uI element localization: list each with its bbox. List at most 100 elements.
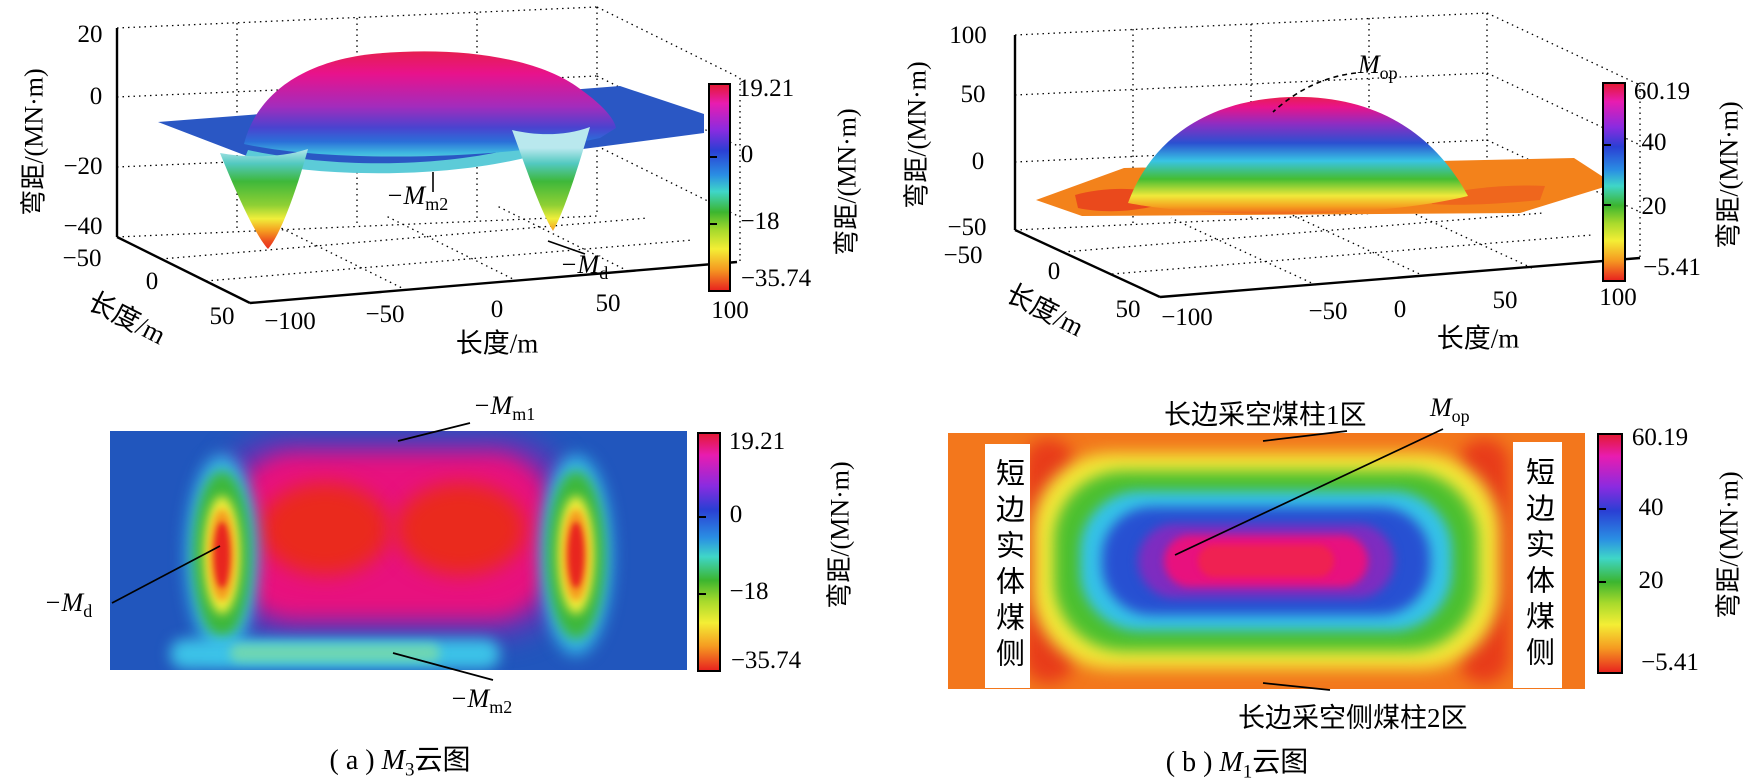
- caption-b-var: M: [1219, 747, 1243, 778]
- b3d-cbar-label-max: 60.19: [1633, 78, 1691, 105]
- surface-a-trough: [244, 140, 552, 174]
- leader-b3d-mop: [1272, 72, 1357, 113]
- a3d-x-axis-label: 长度/m: [455, 328, 539, 359]
- a3d-ann-mm2-base: −M: [386, 181, 426, 210]
- a2d-cbar-axis-label: 弯距/(MN·m): [825, 461, 855, 609]
- a2d-ann-mm1-base: −M: [473, 391, 513, 420]
- heatmap-a-oval-right-red: [568, 522, 584, 588]
- a3d-x-tick-0: 0: [490, 296, 504, 323]
- heatmap-b-sidebox-right: 短边实体煤侧: [1513, 442, 1562, 688]
- a3d-annotation-md: −Md: [560, 250, 608, 284]
- a2d-cbar-label-0: 0: [729, 501, 743, 528]
- b3d-annotation-mop: Mop: [1358, 50, 1398, 84]
- grid-b: [1014, 12, 1641, 286]
- b3d-ann-mop-sub: op: [1379, 63, 1398, 84]
- a3d-x-tick-n100: −100: [264, 308, 316, 335]
- b3d-x-tick-100: 100: [1599, 284, 1637, 311]
- caption-b: ( b ) M1云图: [1166, 740, 1309, 782]
- b3d-cbar-label-40: 40: [1641, 129, 1667, 156]
- surface-b-red-streak-right: [1430, 185, 1545, 205]
- a3d-cbar-axis-label: 弯距/(MN·m): [832, 108, 862, 256]
- b2d-cbar-axis-label: 弯距/(MN·m): [1714, 471, 1744, 619]
- b3d-x-tick-n100: −100: [1161, 304, 1213, 331]
- a2d-cbar-label-min: −35.74: [730, 647, 802, 674]
- a2d-ann-mm2-sub: m2: [489, 697, 513, 718]
- caption-b-pre: ( b ): [1165, 747, 1220, 778]
- caption-a-post: 云图: [414, 745, 471, 776]
- a3d-y-tick-n50: −50: [62, 245, 102, 272]
- b2d-cbar-label-min: −5.41: [1641, 649, 1699, 676]
- b3d-colorbar: [1602, 82, 1626, 282]
- a3d-z-tick-20: 20: [77, 21, 103, 48]
- a2d-ann-md-base: −M: [44, 588, 84, 617]
- a3d-y-tick-50: 50: [209, 303, 235, 330]
- a3d-colorbar-tick-n18: [710, 223, 717, 225]
- surface-b-plane: [1036, 158, 1614, 216]
- b3d-colorbar-tick-40: [1604, 144, 1611, 146]
- a2d-colorbar: [697, 432, 721, 672]
- a3d-colorbar: [708, 83, 731, 292]
- b2d-colorbar-tick-40: [1599, 508, 1606, 510]
- a2d-colorbar-tick-n18: [699, 593, 706, 595]
- leaders-a3d: [432, 172, 586, 255]
- b2d-annotation-mop: Mop: [1430, 393, 1470, 427]
- b3d-y-axis-label: 长度/m: [1001, 278, 1089, 343]
- b2d-colorbar: [1597, 433, 1623, 674]
- heatmap-b-red-core: [1198, 545, 1334, 577]
- heatmap-a-oval-left-red: [214, 522, 230, 588]
- b2d-cbar-label-max: 60.19: [1631, 424, 1689, 451]
- b3d-y-tick-0: 0: [1047, 258, 1061, 285]
- heatmap-a: [110, 431, 687, 670]
- heatmap-a-red-core-left: [260, 483, 390, 575]
- a3d-cbar-label-max: 19.21: [737, 75, 795, 102]
- surface-b: [1036, 96, 1614, 216]
- heatmap-b-sidebox-left: 短边实体煤侧: [985, 444, 1030, 688]
- surface-a: [158, 51, 704, 249]
- axes-a: [115, 28, 738, 305]
- a3d-z-tick-n40: −40: [63, 213, 103, 240]
- a2d-cbar-label-n18: −18: [729, 578, 769, 605]
- b3d-x-tick-0: 0: [1393, 296, 1407, 323]
- grid-a: [116, 6, 741, 291]
- b2d-annotation-top: 长边采空煤柱1区: [1164, 400, 1367, 430]
- surface-b-red-band-left: [1075, 188, 1175, 212]
- heatmap-a-red-core-right: [396, 483, 526, 575]
- caption-a-pre: ( a ): [329, 745, 382, 776]
- surface-a-pit-right: [512, 127, 590, 231]
- a3d-colorbar-tick-0: [710, 156, 717, 158]
- b3d-z-tick-100: 100: [949, 22, 987, 49]
- a3d-cbar-label-min: −35.74: [740, 265, 812, 292]
- b3d-y-tick-n50: −50: [943, 242, 983, 269]
- a3d-ann-md-base: −M: [560, 250, 600, 279]
- heatmap-b: 短边实体煤侧 短边实体煤侧: [948, 433, 1585, 689]
- a2d-ann-md-sub: d: [83, 601, 93, 622]
- a3d-x-tick-100: 100: [711, 297, 749, 324]
- a3d-cbar-label-0: 0: [740, 141, 754, 168]
- b2d-cbar-label-40: 40: [1638, 494, 1664, 521]
- b3d-z-tick-n50: −50: [947, 214, 987, 241]
- surface-a-pit-left: [220, 149, 308, 249]
- b3d-ann-mop-base: M: [1358, 50, 1380, 79]
- a3d-y-tick-0: 0: [145, 268, 159, 295]
- a3d-x-tick-50: 50: [595, 290, 621, 317]
- b3d-x-tick-50: 50: [1492, 287, 1518, 314]
- heatmap-a-bottom-strip-teal: [230, 644, 440, 662]
- axes-b: [1013, 35, 1641, 299]
- b2d-colorbar-tick-20: [1599, 581, 1606, 583]
- surface-a-plane: [158, 86, 704, 166]
- b3d-colorbar-tick-20: [1604, 204, 1611, 206]
- a3d-z-tick-n20: −20: [63, 153, 103, 180]
- caption-a: ( a ) M3云图: [330, 738, 471, 782]
- a2d-ann-mm2-base: −M: [450, 684, 490, 713]
- a3d-x-tick-n50: −50: [365, 301, 405, 328]
- b3d-y-tick-50: 50: [1115, 296, 1141, 323]
- b3d-cbar-label-min: −5.41: [1643, 254, 1701, 281]
- a3d-annotation-mm2: −Mm2: [386, 181, 448, 215]
- b3d-cbar-label-20: 20: [1641, 193, 1667, 220]
- sidebox-right-text: 短边实体煤侧: [1521, 457, 1554, 673]
- a3d-cbar-label-n18: −18: [740, 208, 780, 235]
- b2d-cbar-label-20: 20: [1638, 567, 1664, 594]
- b3d-cbar-axis-label: 弯距/(MN·m): [1714, 101, 1744, 249]
- b3d-x-tick-n50: −50: [1308, 298, 1348, 325]
- caption-a-var: M: [381, 745, 405, 776]
